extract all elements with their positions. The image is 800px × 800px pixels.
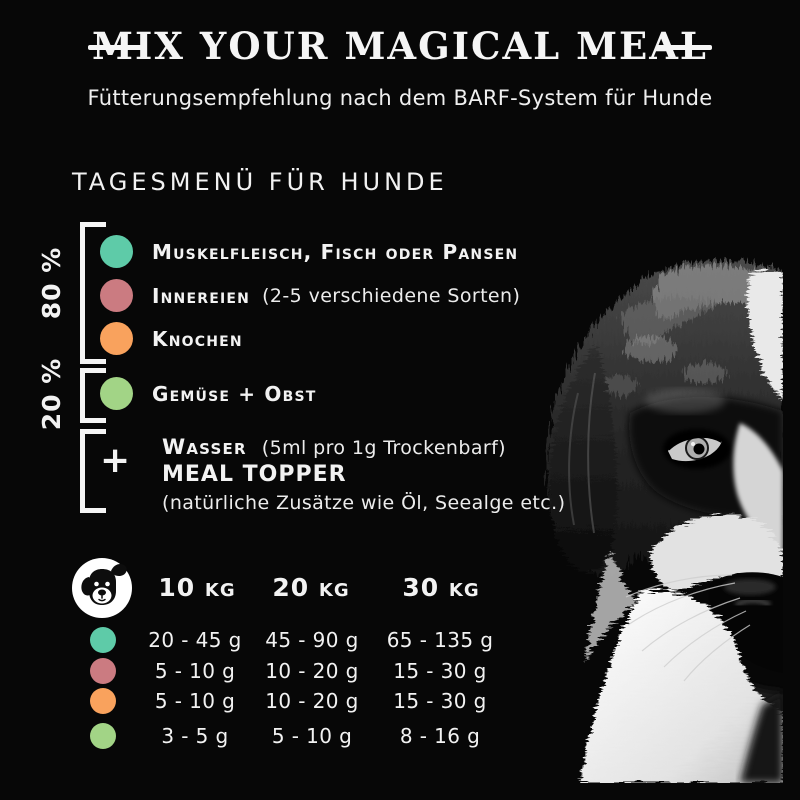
table-cell: 5 - 10 g <box>271 724 353 748</box>
legend-item-gemuese-obst: Gemüse + Obst <box>100 377 317 410</box>
green-dot <box>100 377 133 410</box>
zusaetze-line: (natürliche Zusätze wie Öl, Seealge etc.… <box>162 489 565 517</box>
bracket-plus <box>80 429 106 513</box>
percent-20-label: 20 % <box>37 357 66 431</box>
meal-topper-label: MEAL TOPPER <box>162 462 347 487</box>
percent-80-label: 80 % <box>37 246 66 320</box>
rose-dot <box>90 658 116 684</box>
legend-item-knochen: Knochen <box>100 322 243 355</box>
subtitle: Fütterungsempfehlung nach dem BARF-Syste… <box>87 86 713 110</box>
legend-label: Gemüse + Obst <box>152 381 317 406</box>
wasser-line: Wasser (5ml pro 1g Trockenbarf) <box>162 433 565 461</box>
table-cell: 20 - 45 g <box>148 628 242 652</box>
table-cell: 15 - 30 g <box>393 689 487 713</box>
rose-dot <box>100 279 133 312</box>
title-dash-right <box>656 45 712 50</box>
meal-topper-line: MEAL TOPPER <box>162 461 565 489</box>
column-header-20kg: 20 kg <box>272 573 350 602</box>
section-title: TAGESMENÜ FÜR HUNDE <box>72 168 448 196</box>
green-dot <box>90 723 116 749</box>
table-cell: 3 - 5 g <box>161 724 229 748</box>
table-cell: 10 - 20 g <box>265 689 359 713</box>
title-dash-left <box>88 45 144 50</box>
table-cell: 15 - 30 g <box>393 659 487 683</box>
dog-photo <box>546 260 783 783</box>
table-cell: 5 - 10 g <box>154 689 236 713</box>
column-header-30kg: 30 kg <box>402 573 480 602</box>
table-cell: 8 - 16 g <box>399 724 481 748</box>
legend-item-innereien: Innereien (2-5 verschiedene Sorten) <box>100 279 520 312</box>
dog-face-icon <box>72 558 132 618</box>
table-cell: 5 - 10 g <box>154 659 236 683</box>
column-header-10kg: 10 kg <box>158 573 236 602</box>
legend-label: Muskelfleisch, Fisch oder Pansen <box>152 239 519 264</box>
legend-label: Knochen <box>152 326 243 351</box>
orange-dot <box>90 688 116 714</box>
meal-topper-block: Wasser (5ml pro 1g Trockenbarf) MEAL TOP… <box>162 433 565 517</box>
wasser-note: (5ml pro 1g Trockenbarf) <box>261 437 506 459</box>
table-cell: 45 - 90 g <box>265 628 359 652</box>
bracket-20-percent <box>80 368 106 423</box>
orange-dot <box>100 322 133 355</box>
page-title: MIX YOUR MAGICAL MEAL <box>92 24 708 68</box>
plus-sign: + <box>100 440 131 481</box>
legend-item-muskelfleisch: Muskelfleisch, Fisch oder Pansen <box>100 235 518 268</box>
zusaetze-note: (natürliche Zusätze wie Öl, Seealge etc.… <box>162 492 566 514</box>
legend-label: Innereien <box>152 283 251 308</box>
teal-dot <box>100 235 133 268</box>
table-cell: 65 - 135 g <box>386 628 494 652</box>
wasser-label: Wasser <box>162 435 247 459</box>
legend-note: (2-5 verschiedene Sorten) <box>262 284 521 307</box>
bracket-80-percent <box>80 222 106 364</box>
table-cell: 10 - 20 g <box>265 659 359 683</box>
teal-dot <box>90 627 116 653</box>
